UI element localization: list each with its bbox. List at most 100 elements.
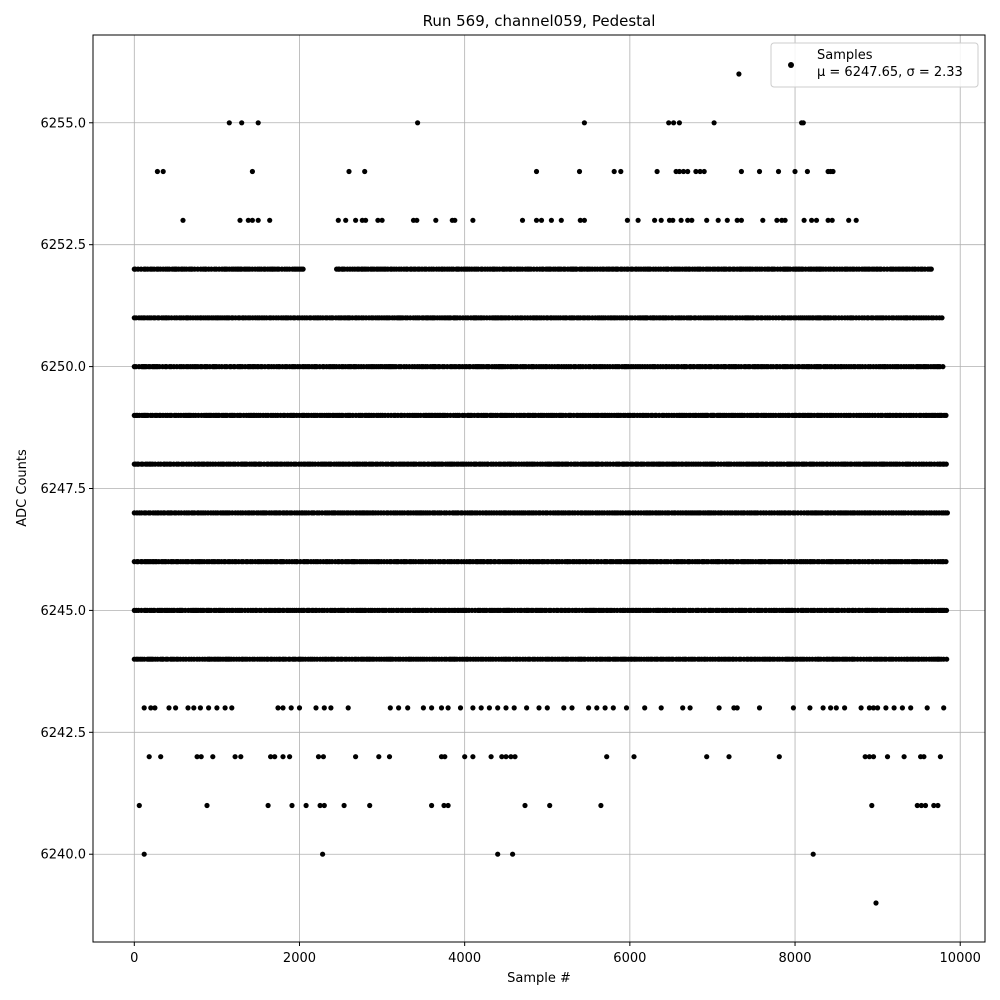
data-point [594,705,600,711]
data-point [503,754,509,760]
data-point [738,217,745,223]
data-point [883,705,889,711]
data-point [689,217,695,223]
data-point [536,705,542,711]
data-point [908,705,914,711]
data-point [734,217,740,223]
data-point [222,705,228,711]
data-point [206,705,212,711]
data-point [658,705,664,711]
data-point [943,559,949,565]
data-point [499,754,505,760]
data-point [197,705,203,711]
data-point [631,754,637,760]
data-point [445,705,451,711]
data-point [405,705,411,711]
data-point [901,754,907,760]
data-point [141,851,147,857]
data-point [704,217,710,223]
data-point [866,754,873,760]
data-point [547,802,553,809]
data-point [873,900,879,906]
data-point [921,754,927,760]
data-point [396,705,402,711]
data-point [495,851,501,857]
data-point [914,802,920,809]
data-point [438,705,445,711]
y-tick-label: 6250.0 [41,360,87,375]
data-point [652,217,658,223]
data-point [858,705,864,711]
legend: Samples μ = 6247.65, σ = 2.33 [770,42,979,88]
data-point [561,705,567,711]
data-point [280,705,286,711]
data-point [944,656,950,662]
data-point [303,802,309,809]
x-tick-label: 2000 [283,951,316,966]
data-point [800,120,806,126]
data-point [924,705,930,711]
data-point [362,168,368,175]
data-point [376,754,382,760]
data-point [807,705,813,711]
data-point [687,705,693,711]
data-point [353,754,359,760]
data-point [429,705,435,711]
data-point [353,217,359,223]
data-point [726,754,732,760]
data-point [943,412,949,418]
data-point [414,217,420,223]
data-point [693,168,699,175]
data-point [204,802,210,809]
data-point [320,754,326,760]
data-point [701,168,707,175]
data-point [486,705,492,711]
data-point [776,754,782,760]
legend-label: Samples [817,48,873,63]
data-point [598,802,604,809]
data-point [315,754,322,760]
data-point [943,461,949,467]
data-point [146,754,152,760]
data-point [346,168,352,175]
data-point [654,168,660,175]
data-point [488,754,494,760]
data-point [275,705,281,711]
data-point [544,705,550,711]
legend-stats: μ = 6247.65, σ = 2.33 [817,65,963,80]
data-point [884,754,891,760]
data-point [470,217,476,223]
data-point [317,802,323,809]
data-point [738,168,745,175]
data-point [685,168,691,175]
data-point [511,705,517,711]
data-point [715,217,721,223]
data-point [891,705,897,711]
data-point [255,217,261,223]
y-axis-label: ADC Counts [15,449,30,527]
data-point [928,266,934,272]
data-point [792,168,798,175]
data-point [736,71,742,77]
data-point [801,217,807,223]
data-point [429,802,435,809]
data-point [944,510,951,516]
data-point [320,851,326,857]
data-point [604,754,610,760]
x-tick-label: 0 [130,951,138,966]
data-point [853,217,859,223]
data-point [239,120,245,126]
data-point [558,217,564,223]
data-point [678,217,684,223]
data-point [148,705,154,711]
data-point [602,705,608,711]
data-point [194,754,200,760]
data-point [922,802,929,809]
data-point [846,217,852,223]
data-point [265,802,271,809]
data-point [829,217,835,223]
data-point [503,705,509,711]
data-point [363,217,369,223]
data-point [576,168,583,175]
data-point [524,705,530,711]
